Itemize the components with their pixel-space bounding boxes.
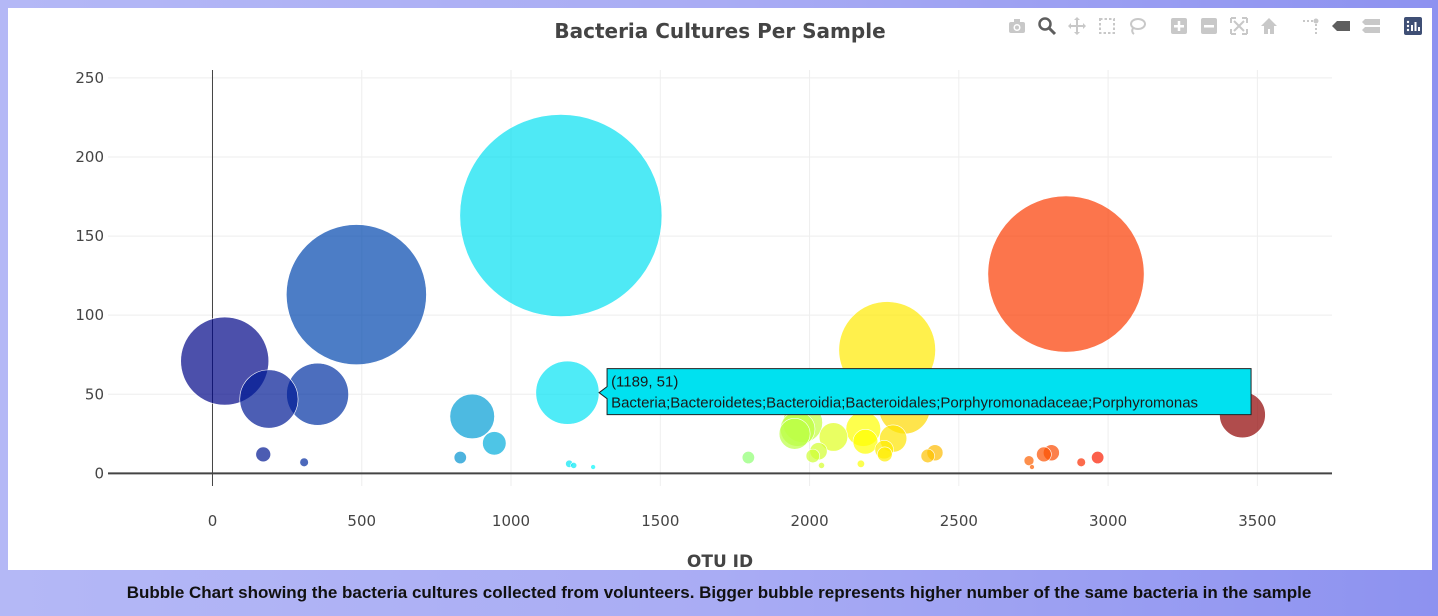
zoom-icon (1038, 17, 1057, 36)
zoom-in-icon (1171, 18, 1187, 34)
spike-lines-icon (1303, 18, 1319, 34)
x-tick-label: 2000 (790, 512, 828, 530)
x-tick-label: 0 (208, 512, 218, 530)
box-select-button[interactable] (1094, 14, 1120, 38)
x-tick-label: 2500 (940, 512, 978, 530)
chart-title: Bacteria Cultures Per Sample (554, 19, 885, 43)
autoscale-icon (1230, 17, 1248, 35)
bubble[interactable] (286, 224, 427, 365)
reset-axes-icon (1261, 18, 1277, 34)
bubble[interactable] (1023, 455, 1035, 466)
modebar (1004, 14, 1426, 38)
camera-button[interactable] (1004, 14, 1030, 38)
y-tick-label: 250 (75, 69, 104, 87)
autoscale-button[interactable] (1226, 14, 1252, 38)
bubble[interactable] (453, 451, 467, 465)
bubble[interactable] (459, 114, 663, 317)
bubble[interactable] (449, 393, 495, 440)
x-axis-title: OTU ID (687, 552, 753, 570)
zoom-button[interactable] (1034, 14, 1060, 38)
bubble[interactable] (299, 457, 309, 467)
y-tick-label: 0 (94, 464, 104, 482)
bubble[interactable] (818, 462, 825, 469)
bubble[interactable] (1091, 451, 1105, 465)
bubble[interactable] (570, 462, 578, 469)
box-select-icon (1099, 18, 1115, 34)
bubble[interactable] (805, 448, 820, 464)
hover-compare-icon (1362, 19, 1380, 33)
y-tick-label: 200 (75, 148, 104, 166)
bubble[interactable] (987, 195, 1145, 353)
bubble[interactable] (590, 464, 596, 470)
hover-closest-icon (1332, 21, 1350, 31)
bubble[interactable] (239, 369, 299, 429)
pan-button[interactable] (1064, 14, 1090, 38)
zoom-out-button[interactable] (1196, 14, 1222, 38)
hover-compare-button[interactable] (1358, 14, 1384, 38)
reset-axes-button[interactable] (1256, 14, 1282, 38)
x-tick-label: 500 (347, 512, 376, 530)
bubble[interactable] (852, 429, 879, 455)
bubble[interactable] (856, 459, 865, 468)
bubble[interactable] (255, 446, 271, 463)
hover-taxonomy: Bacteria;Bacteroidetes;Bacteroidia;Bacte… (611, 395, 1198, 412)
pan-icon (1068, 17, 1086, 35)
hover-closest-button[interactable] (1328, 14, 1354, 38)
bubble[interactable] (1029, 464, 1035, 470)
lasso-icon (1130, 18, 1146, 35)
y-tick-label: 50 (85, 385, 104, 403)
zoom-out-icon (1201, 18, 1217, 34)
x-tick-label: 3000 (1089, 512, 1127, 530)
hover-tooltip (598, 368, 1252, 416)
x-tick-label: 1500 (641, 512, 679, 530)
plotly-logo-icon (1404, 17, 1422, 35)
bubble[interactable] (818, 422, 849, 452)
plot-area[interactable]: 0 50 100 150 200 250 0 500 1000 1500 2000 2500 3000 3… (8, 8, 1432, 570)
y-tick-label: 150 (75, 227, 104, 245)
bubble[interactable] (482, 431, 507, 456)
spike-lines-button[interactable] (1298, 14, 1324, 38)
plotly-logo-button[interactable] (1400, 14, 1426, 38)
lasso-button[interactable] (1124, 14, 1150, 38)
y-tick-label: 100 (75, 306, 104, 324)
x-tick-label: 3500 (1238, 512, 1276, 530)
hover-coordinates: (1189, 51) (611, 374, 678, 391)
bubble[interactable] (741, 451, 755, 465)
bubble[interactable] (1076, 457, 1086, 467)
camera-icon (1009, 19, 1025, 33)
chart-caption: Bubble Chart showing the bacteria cultur… (126, 583, 1312, 602)
zoom-in-button[interactable] (1166, 14, 1192, 38)
bubble[interactable] (877, 446, 893, 463)
bubble[interactable] (920, 448, 935, 464)
bubble[interactable] (778, 418, 811, 450)
bubble[interactable] (535, 360, 600, 425)
x-tick-label: 1000 (492, 512, 530, 530)
bubble[interactable] (1036, 446, 1052, 463)
